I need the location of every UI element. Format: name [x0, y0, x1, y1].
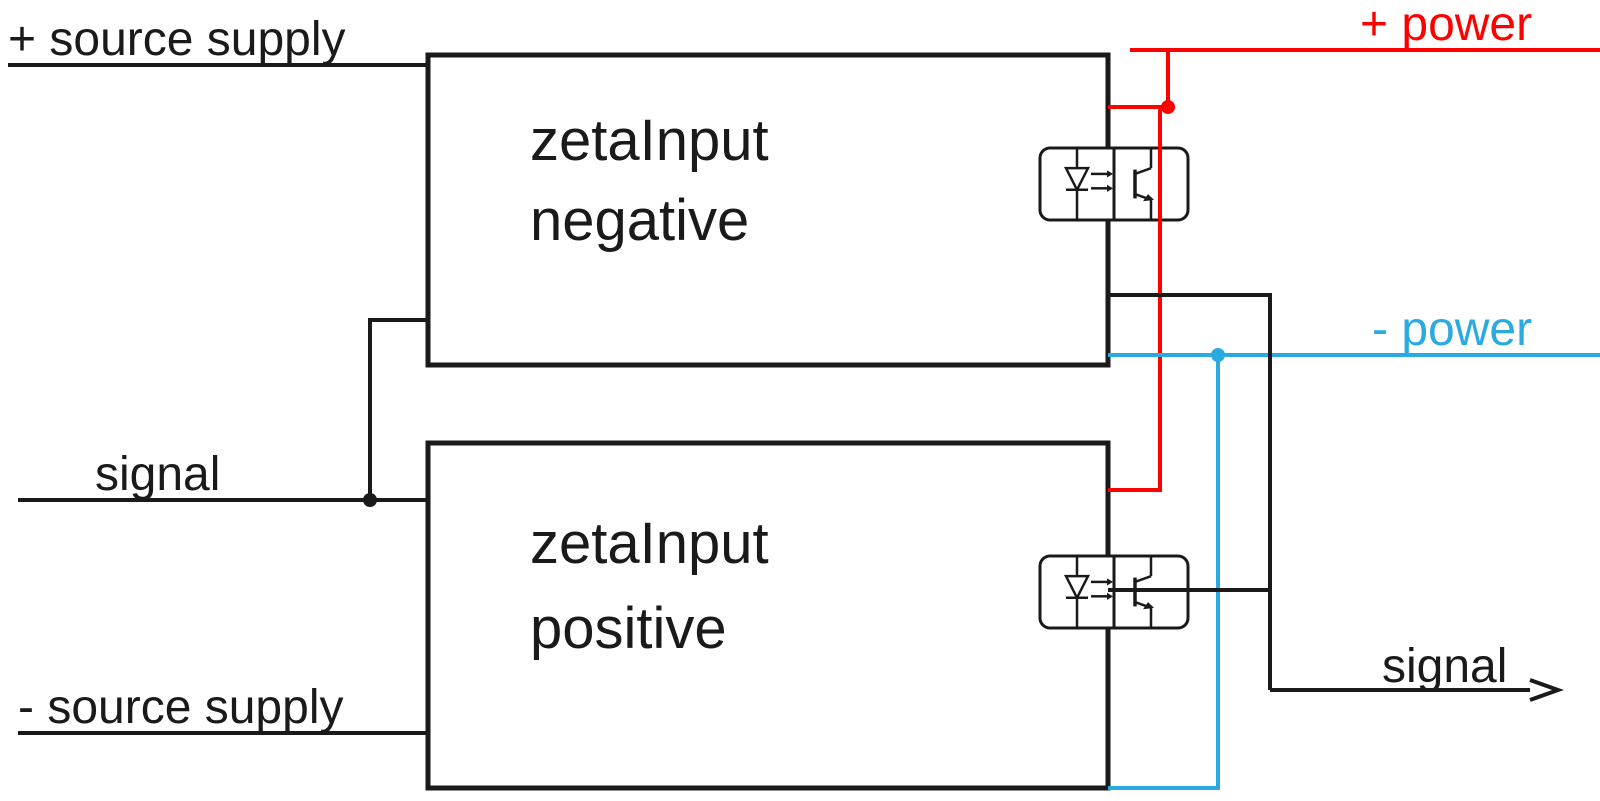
- neg-opto-icon: [1040, 148, 1188, 220]
- signal_in-label: signal: [95, 448, 220, 501]
- neg-label-line2: negative: [530, 188, 749, 253]
- signal-in-junction: [363, 493, 377, 507]
- pos-label-line2: positive: [530, 596, 727, 661]
- src_plus-label: + source supply: [8, 13, 346, 66]
- pwr-minus-junction: [1211, 348, 1225, 362]
- signal-out-label: signal: [1382, 640, 1507, 693]
- pwr-plus-label: + power: [1360, 0, 1532, 51]
- pos-label-line1: zetaInput: [530, 511, 769, 576]
- neg-label-line1: zetaInput: [530, 108, 769, 173]
- src_minus-label: - source supply: [18, 681, 343, 734]
- pwr-plus-junction: [1161, 100, 1175, 114]
- pwr-minus-label: - power: [1372, 303, 1532, 356]
